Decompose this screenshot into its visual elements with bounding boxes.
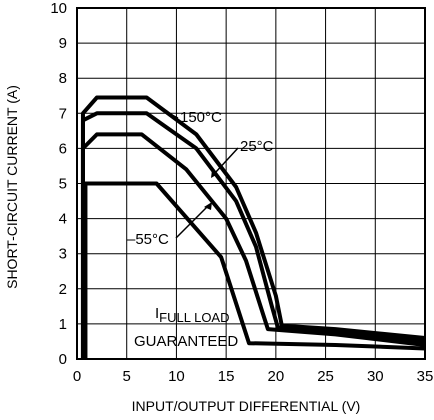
y-tick-label: 1 (59, 316, 67, 333)
annotation-full-load-i: I (155, 305, 159, 322)
x-tick-label: 30 (367, 368, 384, 385)
x-tick-label: 0 (73, 368, 81, 385)
y-tick-label: 9 (59, 35, 67, 52)
y-tick-label: 4 (59, 211, 67, 228)
series-line-1 (80, 95, 426, 359)
x-tick-label: 25 (317, 368, 334, 385)
plot-frame (76, 7, 426, 360)
y-tick-label: 0 (59, 351, 67, 368)
y-tick-label: 8 (59, 70, 67, 87)
annotation-150c-leader (163, 110, 179, 119)
x-tick-label: 15 (218, 368, 235, 385)
y-tick-label: 5 (59, 176, 67, 193)
x-tick-label: 20 (268, 368, 285, 385)
x-tick-label: 35 (417, 368, 434, 385)
y-tick-label: 7 (59, 105, 67, 122)
annotation-25c-leader (214, 147, 239, 174)
y-tick-label: 2 (59, 281, 67, 298)
series-layer (80, 95, 426, 359)
annotation-minus55c-leader (175, 205, 209, 239)
y-tick-label: 6 (59, 140, 67, 157)
x-tick-label: 10 (168, 368, 185, 385)
annotation-guaranteed: GUARANTEED (134, 333, 238, 350)
y-tick-labels: 0 1 2 3 4 5 6 7 8 9 10 (50, 0, 67, 368)
series-line-4 (83, 181, 426, 359)
y-tick-label: 10 (50, 0, 67, 17)
annotation-25c-arrowhead (211, 170, 218, 178)
x-tick-label: 5 (123, 368, 131, 385)
y-tick-label: 3 (59, 246, 67, 263)
annotation-150c: 150°C (180, 109, 222, 126)
y-axis-label: SHORT-CIRCUIT CURRENT (A) (4, 85, 20, 289)
series-line-2 (80, 111, 426, 359)
series-line-3 (80, 132, 426, 359)
annotation-minus55c: –55°C (127, 231, 169, 248)
x-tick-labels: 0 5 10 15 20 25 30 35 (73, 368, 434, 385)
x-axis-label: INPUT/OUTPUT DIFFERENTIAL (V) (132, 398, 361, 414)
annotation-full-load-sub: FULL LOAD (159, 310, 229, 325)
annotation-25c: 25°C (240, 138, 274, 155)
annotation-minus55c-arrowhead (204, 202, 212, 210)
annotation-full-load: IFULL LOAD (155, 305, 230, 325)
